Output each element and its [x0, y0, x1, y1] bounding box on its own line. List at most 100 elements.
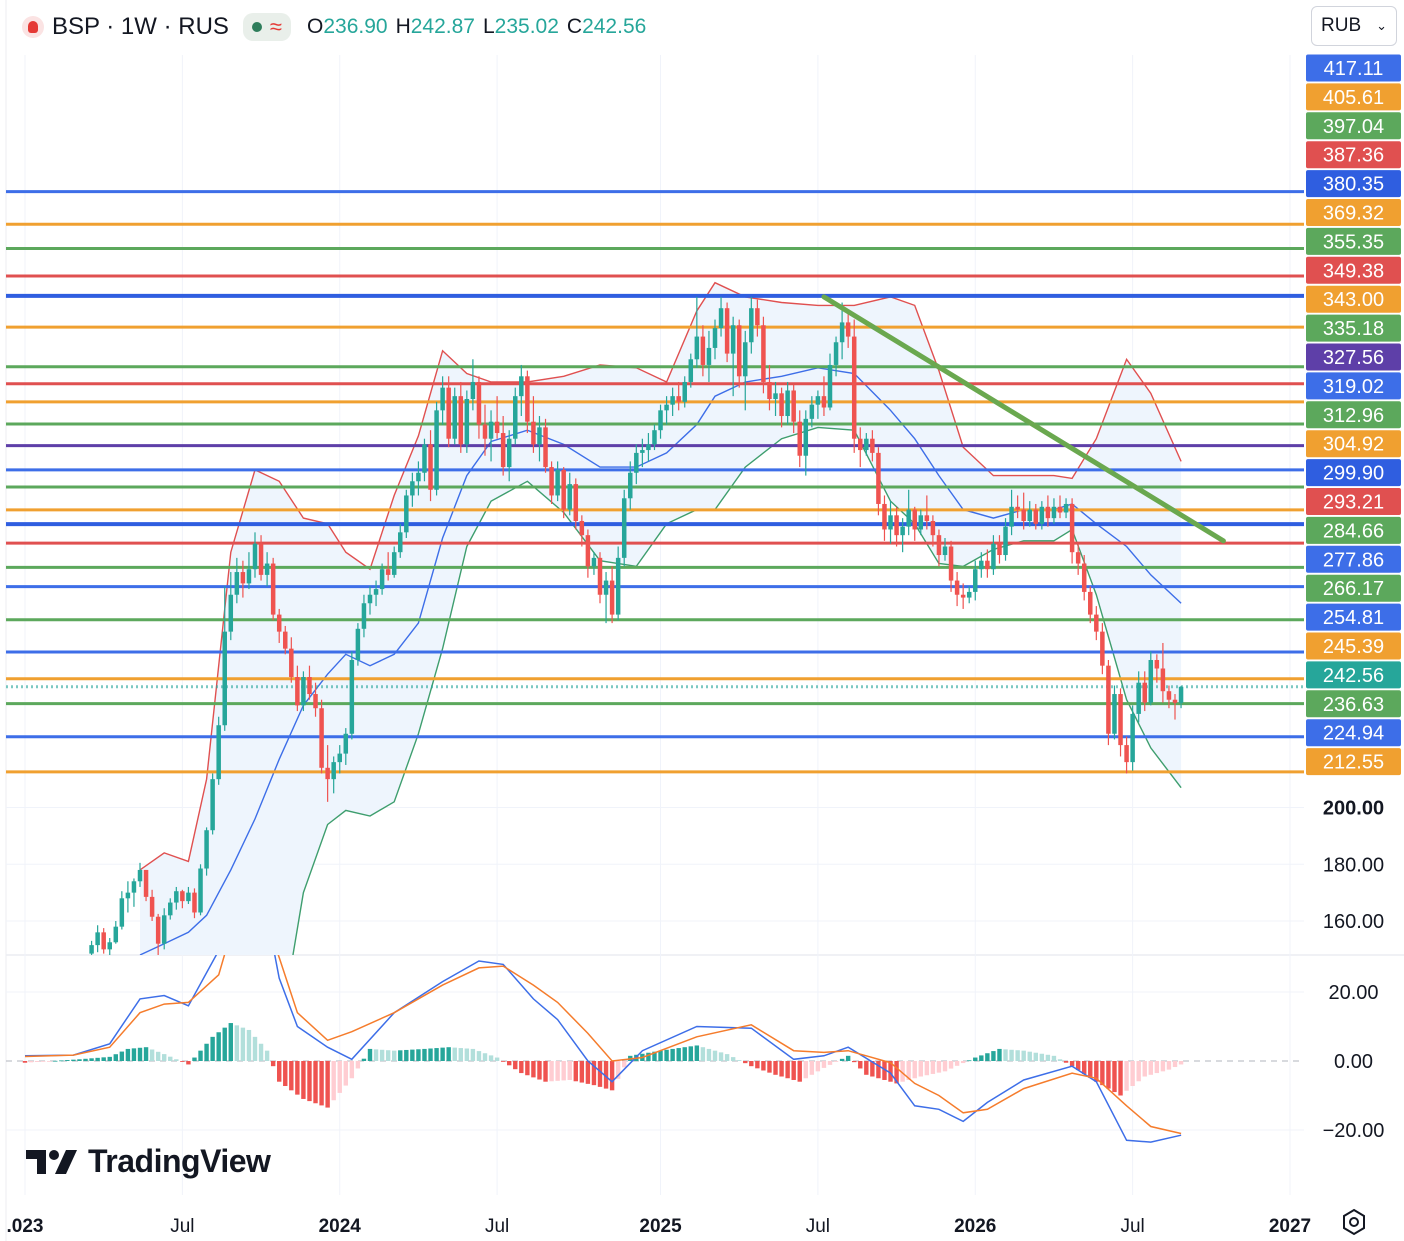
macd-pane[interactable] — [22, 820, 1184, 1143]
candle[interactable] — [1118, 688, 1123, 757]
candle[interactable] — [797, 410, 802, 468]
candle[interactable] — [640, 438, 645, 468]
candle[interactable] — [131, 878, 137, 907]
candle[interactable] — [1148, 651, 1154, 706]
candle[interactable] — [882, 495, 887, 541]
candle[interactable] — [1057, 495, 1063, 519]
candle[interactable] — [367, 586, 373, 615]
candle[interactable] — [252, 532, 258, 578]
candle[interactable] — [373, 580, 379, 607]
candle[interactable] — [531, 396, 536, 453]
candle[interactable] — [942, 538, 948, 561]
candle[interactable] — [1081, 555, 1087, 601]
candle[interactable] — [821, 376, 827, 417]
candle[interactable] — [89, 940, 94, 957]
macd-line[interactable] — [24, 820, 1182, 1143]
candle[interactable] — [567, 472, 572, 516]
candle[interactable] — [561, 467, 566, 519]
candle[interactable] — [210, 773, 215, 835]
candle[interactable] — [773, 381, 778, 417]
price-level-label[interactable]: 312.96 — [1306, 401, 1401, 429]
price-level-label[interactable]: 212.55 — [1306, 748, 1401, 776]
candle[interactable] — [579, 515, 585, 547]
candle[interactable] — [361, 594, 367, 638]
candle[interactable] — [1154, 654, 1160, 683]
candle[interactable] — [603, 572, 609, 624]
time-axis[interactable]: .023 Jul 2024 Jul 2025 Jul 2026 Jul 2027 — [7, 1216, 1312, 1237]
candle[interactable] — [295, 665, 300, 712]
price-level-label[interactable]: 405.61 — [1306, 83, 1401, 111]
candle[interactable] — [331, 756, 336, 794]
candle[interactable] — [240, 560, 246, 598]
candle[interactable] — [1094, 606, 1099, 641]
candle[interactable] — [464, 390, 470, 453]
candle[interactable] — [658, 404, 663, 439]
candle[interactable] — [398, 523, 403, 558]
candle[interactable] — [246, 552, 252, 590]
candle[interactable] — [827, 353, 833, 411]
tradingview-logo[interactable]: TradingView — [26, 1143, 271, 1180]
candle[interactable] — [228, 572, 234, 641]
candle[interactable] — [833, 336, 839, 377]
trendline-layer[interactable] — [821, 294, 1226, 544]
candle[interactable] — [113, 921, 119, 944]
candle[interactable] — [355, 623, 361, 666]
candle[interactable] — [95, 925, 100, 953]
candle[interactable] — [761, 316, 766, 394]
candle[interactable] — [198, 864, 203, 916]
candle[interactable] — [712, 319, 718, 360]
candle[interactable] — [1130, 705, 1135, 771]
price-level-label[interactable]: 293.21 — [1306, 488, 1401, 515]
candle[interactable] — [1021, 492, 1026, 530]
candle[interactable] — [519, 364, 524, 417]
candle[interactable] — [1051, 498, 1057, 524]
candle[interactable] — [779, 387, 784, 428]
candle[interactable] — [337, 745, 342, 774]
candle[interactable] — [900, 518, 905, 553]
settings-gear-icon[interactable] — [1340, 1208, 1368, 1236]
price-level-label[interactable]: 387.36 — [1306, 141, 1401, 169]
candle[interactable] — [718, 296, 724, 337]
candle[interactable] — [785, 381, 790, 425]
candle[interactable] — [918, 509, 924, 536]
price-level-label[interactable]: 266.17 — [1306, 574, 1401, 602]
candle[interactable] — [416, 461, 421, 496]
candle[interactable] — [1166, 685, 1172, 709]
price-level-label[interactable]: 355.35 — [1306, 227, 1401, 255]
candle[interactable] — [349, 651, 355, 740]
candle[interactable] — [803, 410, 809, 476]
price-level-label[interactable]: 327.56 — [1306, 343, 1401, 371]
candle[interactable] — [682, 376, 687, 408]
candle[interactable] — [161, 908, 167, 950]
price-level-label[interactable]: 319.02 — [1306, 372, 1401, 400]
candle[interactable] — [180, 889, 185, 909]
currency-select[interactable]: RUB ⌄ — [1311, 6, 1397, 46]
candle[interactable] — [706, 330, 712, 382]
candle[interactable] — [839, 302, 845, 360]
candle[interactable] — [621, 489, 627, 567]
candle[interactable] — [985, 549, 990, 578]
candle[interactable] — [664, 396, 669, 425]
candle[interactable] — [585, 529, 591, 578]
candle[interactable] — [276, 608, 282, 643]
candle[interactable] — [192, 888, 197, 919]
candle[interactable] — [1045, 495, 1051, 527]
candle[interactable] — [954, 572, 960, 607]
candle[interactable] — [537, 416, 542, 462]
candle[interactable] — [494, 396, 500, 439]
candle[interactable] — [906, 489, 911, 536]
candle[interactable] — [694, 296, 700, 368]
candle[interactable] — [325, 745, 330, 802]
candle[interactable] — [555, 461, 560, 502]
candle[interactable] — [1106, 659, 1111, 746]
candle[interactable] — [385, 552, 391, 581]
candle[interactable] — [458, 381, 464, 453]
candle[interactable] — [979, 552, 984, 578]
candle[interactable] — [991, 535, 996, 575]
candle[interactable] — [1136, 671, 1141, 723]
candle[interactable] — [1088, 586, 1093, 624]
candle[interactable] — [609, 566, 615, 624]
candle[interactable] — [404, 489, 409, 539]
candle[interactable] — [1172, 694, 1178, 720]
candle[interactable] — [924, 495, 930, 530]
